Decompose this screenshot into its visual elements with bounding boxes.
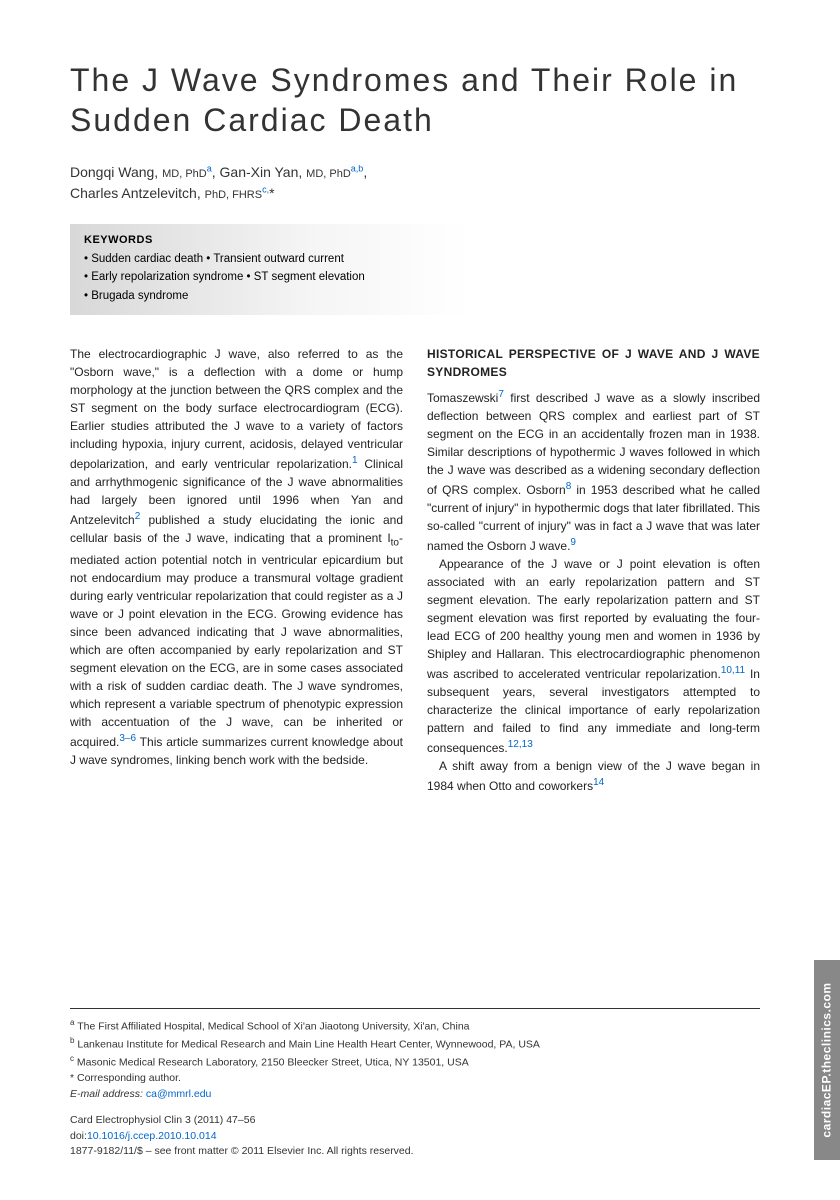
keywords-box: KEYWORDS • Sudden cardiac death • Transi… xyxy=(70,224,470,315)
body-paragraph: A shift away from a benign view of the J… xyxy=(427,757,760,795)
body-paragraph: Appearance of the J wave or J point elev… xyxy=(427,555,760,757)
keywords-list: • Sudden cardiac death • Transient outwa… xyxy=(84,250,456,305)
affiliation: a The First Affiliated Hospital, Medical… xyxy=(70,1017,760,1035)
keywords-line: • Brugada syndrome xyxy=(84,287,456,305)
author-list: Dongqi Wang, MD, PhDa, Gan-Xin Yan, MD, … xyxy=(70,162,760,204)
body-columns: The electrocardiographic J wave, also re… xyxy=(70,345,760,795)
doi-link[interactable]: 10.1016/j.ccep.2010.10.014 xyxy=(87,1130,217,1142)
email-link[interactable]: ca@mmrl.edu xyxy=(146,1088,212,1100)
intro-paragraph: The electrocardiographic J wave, also re… xyxy=(70,345,403,768)
right-column: HISTORICAL PERSPECTIVE OF J WAVE AND J W… xyxy=(427,345,760,795)
email-line: E-mail address: ca@mmrl.edu xyxy=(70,1087,760,1103)
keywords-line: • Early repolarization syndrome • ST seg… xyxy=(84,268,456,286)
footnotes: a The First Affiliated Hospital, Medical… xyxy=(70,1008,760,1161)
journal-citation: Card Electrophysiol Clin 3 (2011) 47–56 xyxy=(70,1113,760,1129)
issn-line: 1877-9182/11/$ – see front matter © 2011… xyxy=(70,1144,760,1160)
journal-url-tab[interactable]: cardiacEP.theclinics.com xyxy=(814,960,840,1160)
corresponding-author: * Corresponding author. xyxy=(70,1071,760,1087)
left-column: The electrocardiographic J wave, also re… xyxy=(70,345,403,795)
affiliation: c Masonic Medical Research Laboratory, 2… xyxy=(70,1053,760,1071)
keywords-label: KEYWORDS xyxy=(84,234,456,246)
body-paragraph: Tomaszewski7 first described J wave as a… xyxy=(427,387,760,555)
keywords-line: • Sudden cardiac death • Transient outwa… xyxy=(84,250,456,268)
section-heading: HISTORICAL PERSPECTIVE OF J WAVE AND J W… xyxy=(427,345,760,381)
affiliation: b Lankenau Institute for Medical Researc… xyxy=(70,1035,760,1053)
citation-block: Card Electrophysiol Clin 3 (2011) 47–56 … xyxy=(70,1113,760,1160)
article-title: The J Wave Syndromes and Their Role in S… xyxy=(70,60,760,140)
journal-url-text: cardiacEP.theclinics.com xyxy=(820,982,834,1137)
doi-line: doi:10.1016/j.ccep.2010.10.014 xyxy=(70,1129,760,1145)
